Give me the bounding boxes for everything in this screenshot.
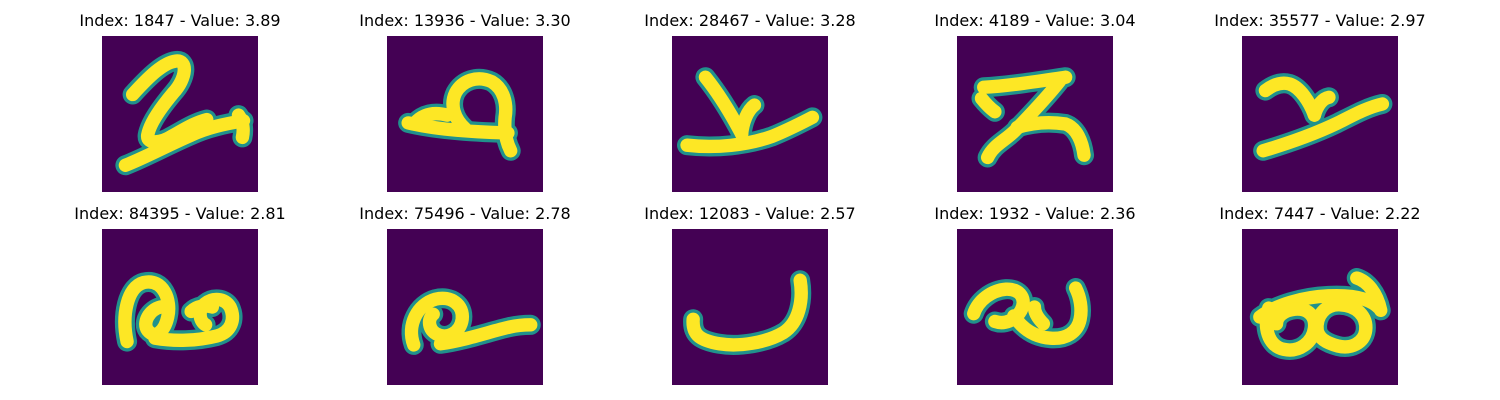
stroke-core (734, 98, 762, 141)
panel-title: Index: 1847 - Value: 3.89 (79, 11, 281, 30)
image-panel: Index: 13936 - Value: 3.30 (335, 11, 595, 192)
digit-image (387, 229, 543, 385)
stroke-core (446, 72, 518, 158)
stroke-core (125, 54, 214, 149)
panel-title: Index: 13936 - Value: 3.30 (359, 11, 571, 30)
stroke-core (231, 108, 250, 145)
stroke-core (1307, 90, 1336, 122)
image-panel: Index: 12083 - Value: 2.57 (620, 204, 880, 385)
stroke-core (1027, 300, 1051, 331)
panel-title: Index: 35577 - Value: 2.97 (1214, 11, 1426, 30)
image-panel: Index: 28467 - Value: 3.28 (620, 11, 880, 192)
digit-image (672, 36, 828, 192)
image-panel: Index: 35577 - Value: 2.97 (1190, 11, 1450, 192)
digit-image (1242, 229, 1398, 385)
digit-image (102, 229, 258, 385)
stroke-core (1310, 298, 1373, 354)
panel-title: Index: 1932 - Value: 2.36 (934, 204, 1136, 223)
stroke-core (408, 106, 454, 130)
digit-image (672, 229, 828, 385)
image-panel: Index: 84395 - Value: 2.81 (50, 204, 310, 385)
stroke-core (974, 91, 1002, 119)
digit-image (102, 36, 258, 192)
stroke-core (404, 291, 469, 352)
panel-title: Index: 12083 - Value: 2.57 (644, 204, 856, 223)
stroke-core (1007, 281, 1088, 345)
panel-title: Index: 4189 - Value: 3.04 (934, 11, 1136, 30)
stroke-core (686, 273, 808, 352)
stroke-core (118, 114, 251, 172)
panel-title: Index: 84395 - Value: 2.81 (74, 204, 286, 223)
stroke-core (184, 299, 219, 319)
digit-image (957, 36, 1113, 192)
image-panel: Index: 1932 - Value: 2.36 (905, 204, 1165, 385)
panel-title: Index: 28467 - Value: 3.28 (644, 11, 856, 30)
panel-title: Index: 7447 - Value: 2.22 (1219, 204, 1421, 223)
stroke-core (680, 110, 820, 154)
digit-image (1242, 36, 1398, 192)
image-panel: Index: 7447 - Value: 2.22 (1190, 204, 1450, 385)
image-panel: Index: 75496 - Value: 2.78 (335, 204, 595, 385)
image-panel: Index: 4189 - Value: 3.04 (905, 11, 1165, 192)
image-panel: Index: 1847 - Value: 3.89 (50, 11, 310, 192)
digit-image (957, 229, 1113, 385)
stroke-core (1010, 116, 1091, 162)
stroke-core (433, 318, 538, 351)
stroke-core (118, 275, 176, 349)
stroke-core (1256, 97, 1390, 158)
stroke-core (1258, 76, 1322, 122)
stroke-core (1350, 271, 1388, 318)
digit-image (387, 36, 543, 192)
panel-title: Index: 75496 - Value: 2.78 (359, 204, 571, 223)
